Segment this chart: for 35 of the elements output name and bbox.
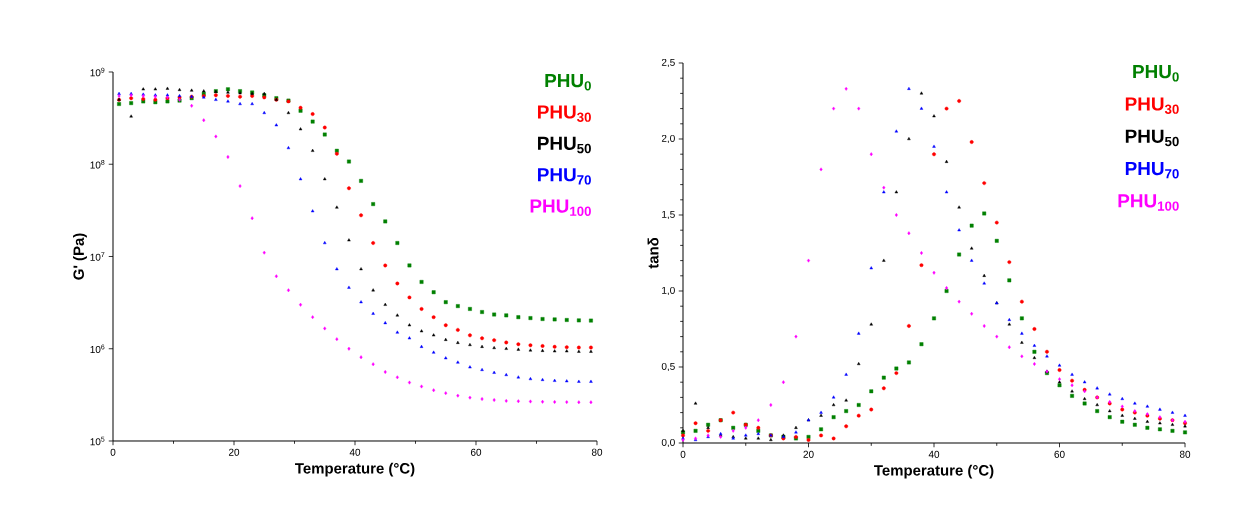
y-tick-label: 2,5 [661, 58, 675, 68]
y-tick-label: 2,0 [661, 134, 675, 144]
y-tick-label: 10$^{8}$ [90, 159, 105, 169]
x-axis-title: Temperature (°C) [295, 462, 415, 477]
y-tick-label: 10$^{6}$ [90, 344, 105, 354]
x-tick-label: 80 [1179, 450, 1191, 458]
y-tick-label: 10$^{9}$ [90, 67, 105, 77]
x-tick-label: 20 [803, 450, 814, 458]
x-tick-label: 0 [110, 448, 116, 456]
y-tick-label: 1,5 [662, 210, 675, 220]
text: PHU$_{30}$ [538, 105, 591, 122]
text: PHU$_{70}$ [1125, 162, 1179, 179]
y-tick-label: 0,5 [661, 362, 675, 372]
y-tick-label: 10$^{7}$ [90, 252, 105, 261]
text: PHU$_{50}$ [538, 136, 591, 154]
x-tick-label: 60 [1054, 450, 1065, 458]
text: PHU$_{100}$ [530, 199, 591, 216]
text: PHU$_{30}$ [1125, 97, 1179, 114]
x-tick-label: 80 [591, 448, 603, 456]
x-tick-label: 40 [928, 450, 940, 458]
x-axis-title: Temperature (°C) [874, 464, 994, 479]
text: PHU$_{50}$ [1125, 129, 1179, 147]
text: PHU$_{0}$ [545, 74, 591, 91]
y-tick-label: 10$^{5}$ [90, 436, 105, 446]
text: PHU$_{0}$ [1133, 65, 1179, 82]
y-tick-label: 1,0 [662, 286, 675, 296]
x-tick-label: 60 [470, 448, 482, 456]
y-tick-label: 0,0 [661, 438, 675, 448]
text: PHU$_{100}$ [1118, 194, 1179, 211]
y-axis-title: G' (Pa) [73, 233, 87, 280]
x-tick-label: 40 [349, 448, 361, 456]
y-axis-title: tanδ [647, 237, 659, 269]
x-tick-label: 20 [228, 448, 240, 456]
x-tick-label: 0 [680, 450, 686, 458]
text: PHU$_{70}$ [538, 168, 591, 185]
